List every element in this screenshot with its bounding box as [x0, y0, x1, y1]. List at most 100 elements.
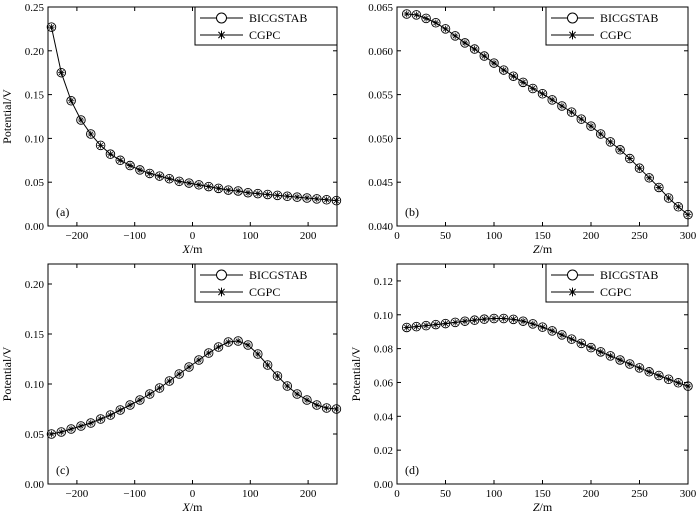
y-tick-label: 0.20	[25, 279, 45, 291]
data-point-bicgstab	[431, 319, 441, 330]
data-point-bicgstab	[164, 173, 175, 184]
data-point-cgpc	[549, 327, 556, 335]
x-tick-label: −200	[66, 488, 89, 500]
data-point-cgpc	[539, 323, 546, 331]
y-axis-label: Potential/V	[0, 346, 14, 401]
data-point-cgpc	[117, 406, 124, 414]
data-point-cgpc	[442, 25, 449, 33]
data-point-cgpc	[333, 197, 340, 204]
data-point-cgpc	[303, 396, 311, 404]
y-tick-label: 0.15	[25, 90, 45, 102]
x-tick-label: 200	[300, 230, 317, 242]
data-point-bicgstab	[460, 38, 470, 48]
data-point-cgpc	[519, 79, 527, 86]
data-point-cgpc	[67, 425, 75, 433]
data-point-bicgstab	[625, 359, 635, 369]
data-point-bicgstab	[331, 404, 342, 414]
data-point-bicgstab	[460, 316, 470, 326]
data-point-cgpc	[432, 19, 439, 26]
data-point-bicgstab	[321, 403, 332, 413]
data-point-cgpc	[225, 338, 232, 346]
data-point-cgpc	[413, 11, 420, 19]
data-point-bicgstab	[566, 107, 577, 117]
x-tick-label: 250	[631, 230, 648, 242]
data-point-cgpc	[422, 322, 430, 329]
data-point-bicgstab	[253, 188, 263, 199]
data-point-cgpc	[77, 422, 85, 430]
data-point-bicgstab	[272, 190, 283, 201]
data-point-cgpc	[587, 344, 595, 351]
data-point-cgpc	[500, 66, 507, 74]
data-point-bicgstab	[634, 363, 645, 373]
data-point-cgpc	[185, 179, 193, 187]
panel-label: (b)	[405, 205, 419, 219]
data-point-bicgstab	[213, 342, 224, 352]
x-axis-label: X/m	[181, 242, 203, 256]
data-point-cgpc	[452, 32, 459, 40]
data-point-bicgstab	[431, 18, 441, 28]
data-point-bicgstab	[440, 24, 451, 34]
data-point-cgpc	[636, 364, 643, 372]
data-point-bicgstab	[421, 320, 431, 331]
data-point-bicgstab	[557, 330, 567, 340]
legend-circle-marker	[216, 269, 227, 281]
data-point-bicgstab	[547, 95, 557, 105]
data-point-bicgstab	[518, 77, 528, 88]
data-point-bicgstab	[292, 192, 302, 202]
data-point-bicgstab	[184, 362, 194, 372]
data-point-bicgstab	[518, 316, 528, 326]
y-tick-label: 0.05	[25, 429, 45, 441]
y-axis-label: Potential/V	[349, 346, 363, 401]
data-point-cgpc	[274, 372, 281, 380]
data-point-bicgstab	[174, 369, 184, 379]
data-point-cgpc	[205, 183, 212, 190]
data-point-bicgstab	[557, 101, 567, 111]
data-point-bicgstab	[66, 424, 76, 434]
data-point-bicgstab	[683, 381, 693, 391]
x-tick-label: −100	[123, 230, 146, 242]
data-point-bicgstab	[411, 10, 422, 20]
data-point-bicgstab	[498, 313, 509, 324]
data-point-cgpc	[264, 191, 271, 198]
data-point-bicgstab	[508, 71, 519, 81]
legend-asterisk-marker	[568, 30, 577, 40]
x-axis-variable: X	[181, 500, 190, 514]
data-point-bicgstab	[46, 429, 57, 439]
data-point-bicgstab	[595, 347, 606, 357]
legend: BICGSTAB CGPC	[545, 6, 689, 46]
data-point-cgpc	[146, 390, 153, 398]
data-point-cgpc	[225, 186, 232, 194]
data-point-cgpc	[500, 315, 507, 322]
data-point-bicgstab	[154, 171, 165, 181]
data-point-cgpc	[254, 350, 262, 358]
data-point-cgpc	[87, 419, 94, 427]
data-point-bicgstab	[479, 51, 490, 61]
data-point-bicgstab	[282, 191, 293, 201]
x-tick-label: 100	[242, 230, 259, 242]
x-tick-label: 0	[394, 488, 400, 500]
data-point-bicgstab	[262, 360, 273, 370]
data-point-cgpc	[471, 316, 478, 324]
y-tick-label: 0.040	[368, 221, 393, 233]
data-point-cgpc	[684, 211, 692, 218]
y-tick-label: 0.045	[368, 177, 393, 189]
data-point-cgpc	[67, 97, 75, 104]
data-point-bicgstab	[673, 201, 684, 212]
data-point-cgpc	[684, 382, 692, 390]
data-point-cgpc	[126, 401, 134, 409]
x-tick-label: −100	[123, 488, 146, 500]
data-point-bicgstab	[144, 389, 155, 399]
legend-circle-marker	[567, 269, 578, 281]
data-point-cgpc	[616, 356, 624, 364]
data-point-cgpc	[471, 45, 478, 53]
data-point-bicgstab	[282, 381, 293, 391]
data-point-bicgstab	[605, 137, 616, 147]
data-point-bicgstab	[528, 319, 538, 329]
data-point-bicgstab	[262, 189, 273, 200]
data-point-cgpc	[646, 174, 653, 182]
data-point-cgpc	[87, 130, 94, 138]
x-axis-unit: /m	[190, 242, 203, 256]
data-point-cgpc	[607, 352, 614, 360]
x-axis-label: X/m	[181, 500, 203, 514]
